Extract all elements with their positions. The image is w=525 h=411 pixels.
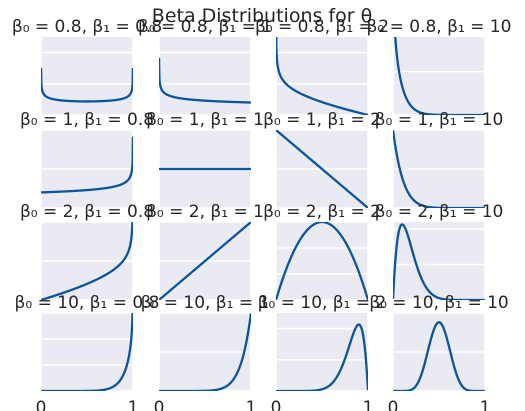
axes-background <box>276 313 368 391</box>
pdf-curve <box>276 130 368 208</box>
subplot-title: β₀ = 1, β₁ = 1 <box>146 110 264 130</box>
x-tick-label: 1 <box>246 398 257 411</box>
subplot-15: β₀ = 10, β₁ = 2 0 1 <box>258 293 387 411</box>
subplot-3: β₀ = 0.8, β₁ = 2 <box>255 17 389 116</box>
subplot-title: β₀ = 1, β₁ = 0.8 <box>20 110 154 130</box>
pdf-curve <box>159 222 251 300</box>
pdf-curve <box>276 37 368 115</box>
subplot-title: β₀ = 0.8, β₁ = 1 <box>138 17 272 37</box>
subplot-grid: β₀ = 0.8, β₁ = 0.8β₀ = 0.8, β₁ = 1β₀ = 0… <box>12 17 512 411</box>
subplot-title: β₀ = 10, β₁ = 10 <box>369 293 509 313</box>
pdf-curve <box>393 130 485 208</box>
pdf-curve <box>276 222 368 300</box>
x-tick-label: 1 <box>128 398 139 411</box>
subplot-title: β₀ = 10, β₁ = 2 <box>258 293 387 313</box>
pdf-curve <box>159 313 251 391</box>
pdf-curve <box>276 323 368 391</box>
chart-title: Beta Distributions for θ <box>152 5 372 27</box>
subplot-title: β₀ = 2, β₁ = 2 <box>263 202 381 222</box>
subplot-title: β₀ = 2, β₁ = 10 <box>375 202 504 222</box>
pdf-curve <box>394 37 485 115</box>
subplot-8: β₀ = 1, β₁ = 10 <box>375 110 504 209</box>
pdf-curve <box>159 57 251 104</box>
subplot-title: β₀ = 10, β₁ = 1 <box>141 293 270 313</box>
axes-background <box>159 37 251 115</box>
subplot-12: β₀ = 2, β₁ = 10 <box>375 202 504 301</box>
x-tick-label: 1 <box>363 398 374 411</box>
axes-background <box>276 222 368 300</box>
x-tick-label: 0 <box>271 398 282 411</box>
subplot-title: β₀ = 0.8, β₁ = 10 <box>367 17 512 37</box>
subplot-title: β₀ = 0.8, β₁ = 2 <box>255 17 389 37</box>
x-tick-label: 1 <box>480 398 491 411</box>
subplot-4: β₀ = 0.8, β₁ = 10 <box>367 17 512 116</box>
axes-background <box>41 313 133 391</box>
subplot-2: β₀ = 0.8, β₁ = 1 <box>138 17 272 116</box>
pdf-curve <box>393 321 485 391</box>
x-tick-label: 0 <box>36 398 47 411</box>
subplot-title: β₀ = 0.8, β₁ = 0.8 <box>12 17 162 37</box>
subplot-7: β₀ = 1, β₁ = 2 <box>263 110 381 209</box>
subplot-10: β₀ = 2, β₁ = 1 <box>146 202 264 301</box>
subplot-9: β₀ = 2, β₁ = 0.8 <box>20 202 154 301</box>
subplot-1: β₀ = 0.8, β₁ = 0.8 <box>12 17 162 116</box>
axes-background <box>41 37 133 115</box>
subplot-13: β₀ = 10, β₁ = 0.8 0 1 <box>15 293 160 411</box>
subplot-title: β₀ = 2, β₁ = 1 <box>146 202 264 222</box>
subplot-title: β₀ = 2, β₁ = 0.8 <box>20 202 154 222</box>
subplot-16: β₀ = 10, β₁ = 10 0 1 <box>369 293 509 411</box>
pdf-curve <box>41 313 133 391</box>
subplot-title: β₀ = 10, β₁ = 0.8 <box>15 293 160 313</box>
x-tick-label: 0 <box>154 398 165 411</box>
x-tick-label: 0 <box>388 398 399 411</box>
subplot-5: β₀ = 1, β₁ = 0.8 <box>20 110 154 209</box>
subplot-title: β₀ = 1, β₁ = 10 <box>375 110 504 130</box>
pdf-curve <box>41 222 133 300</box>
pdf-curve <box>41 67 133 103</box>
subplot-6: β₀ = 1, β₁ = 1 <box>146 110 264 209</box>
pdf-curve <box>393 223 485 300</box>
subplot-11: β₀ = 2, β₁ = 2 <box>263 202 381 301</box>
subplot-title: β₀ = 1, β₁ = 2 <box>263 110 381 130</box>
axes-background <box>393 37 485 115</box>
pdf-curve <box>41 136 133 194</box>
subplot-14: β₀ = 10, β₁ = 1 0 1 <box>141 293 270 411</box>
